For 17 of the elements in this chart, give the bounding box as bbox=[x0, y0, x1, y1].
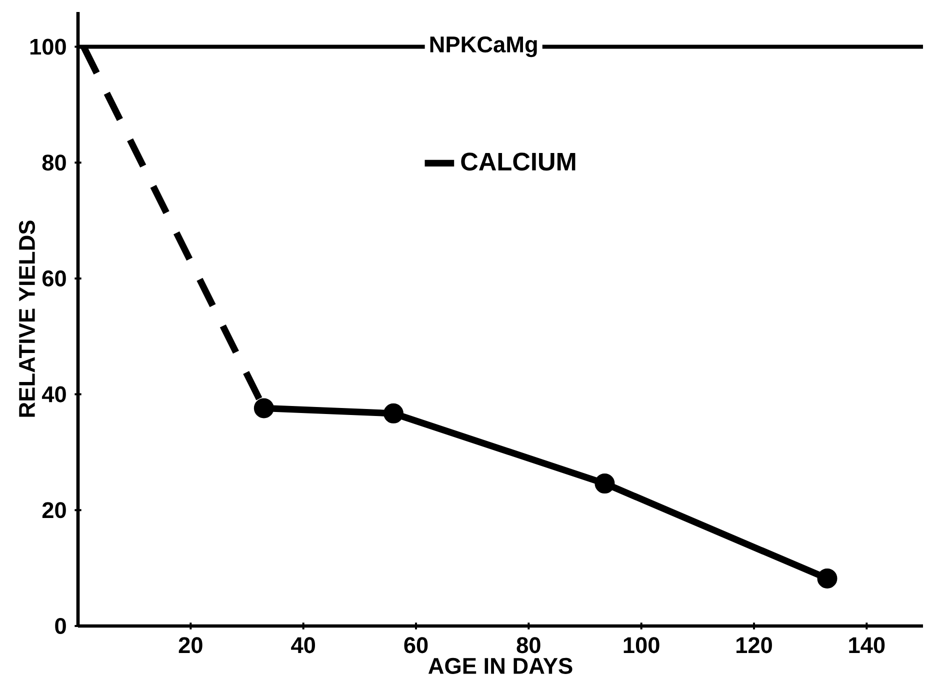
y-tick-label: 20 bbox=[42, 502, 66, 518]
x-tick-label: 40 bbox=[291, 637, 316, 654]
y-tick-label: 0 bbox=[55, 618, 66, 634]
x-tick-label: 60 bbox=[404, 637, 428, 654]
x-tick-label: 20 bbox=[178, 637, 202, 654]
y-tick-label: 60 bbox=[42, 270, 66, 286]
y-axis-title: RELATIVE YIELDS bbox=[18, 220, 35, 417]
x-tick-label: 140 bbox=[849, 637, 885, 654]
legend-label: CALCIUM bbox=[461, 152, 576, 171]
x-tick-label: 100 bbox=[624, 637, 660, 654]
y-tick-label: 80 bbox=[42, 154, 66, 171]
x-tick-label: 120 bbox=[736, 637, 772, 654]
x-tick-label: 80 bbox=[516, 637, 540, 654]
x-axis-title: AGE IN DAYS bbox=[428, 658, 572, 674]
ref-line-label: NPKCaMg bbox=[430, 36, 537, 58]
y-tick-label: 40 bbox=[42, 386, 66, 402]
y-tick-label: 100 bbox=[30, 38, 66, 55]
